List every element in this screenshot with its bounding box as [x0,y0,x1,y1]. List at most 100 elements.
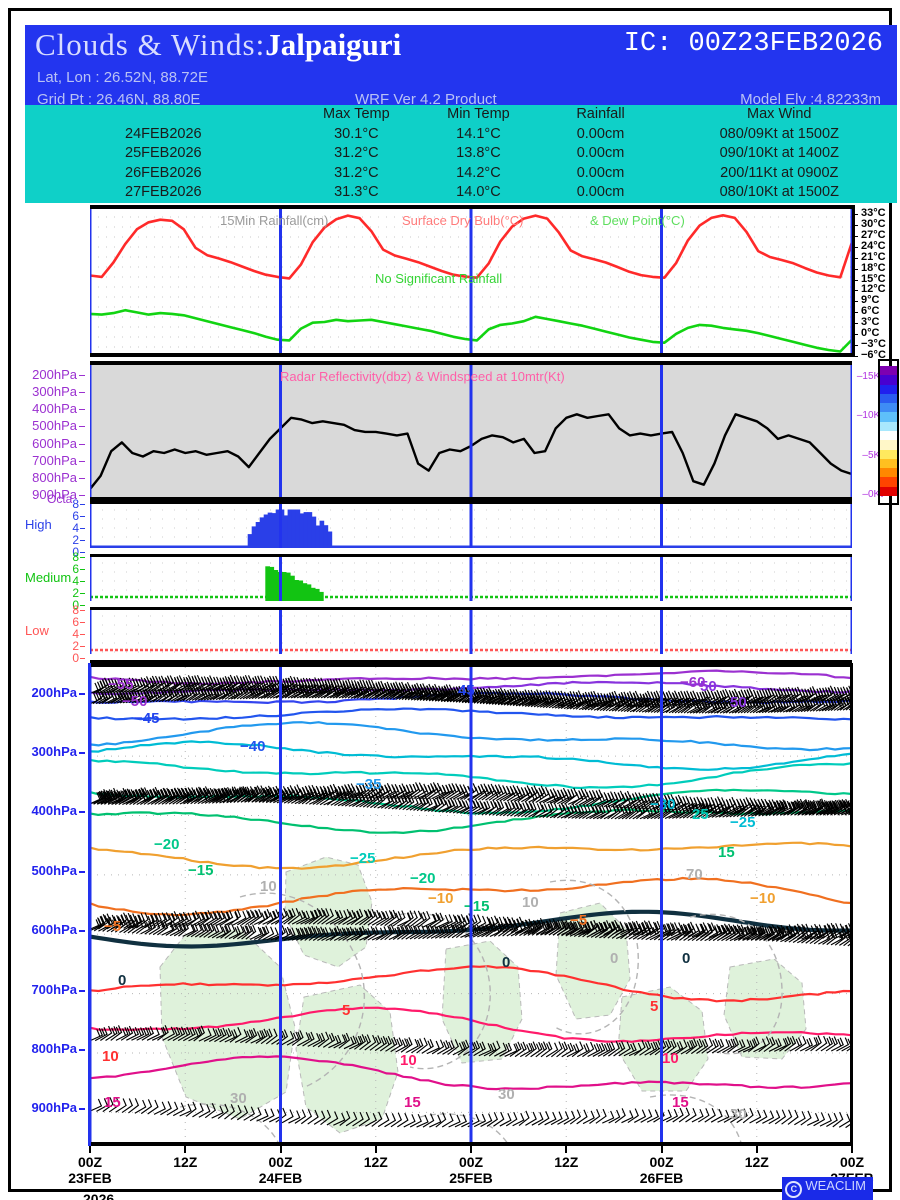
table-header-row: Max Temp Min Temp Rainfall Max Wind [25,105,897,124]
main-pressure-label: 400hPa [31,803,77,819]
wind-colorbar-tick: –5Kt [862,449,883,461]
time-axis-tick [184,1146,187,1153]
cloud-tick-label: 6 [72,509,79,523]
time-axis-hour: 00Z [77,1154,103,1170]
time-axis-tick [565,1146,568,1153]
cloud-tick-mark [80,540,85,541]
temp-scale-mark [852,279,858,281]
wind-colorbar-segment [880,393,897,404]
time-axis-hour: 12Z [363,1154,388,1170]
time-axis-date: 25FEB [449,1170,493,1186]
temp-scale-mark [852,334,858,336]
time-axis-label: 00Z 24FEB [246,1154,316,1186]
temp-scale-tick: 0°C [861,327,880,340]
time-axis-label: 12Z [531,1154,601,1170]
temp-scale-tick: 33°C [861,207,886,219]
cloud-row-name-low: Low [25,623,49,638]
time-axis-hour: 00Z [268,1154,293,1170]
table-cell-value: 30.1°C [334,125,379,142]
main-left-axis [88,663,91,1146]
cloud-tick-label: 0 [72,545,79,559]
year-label: 2026 [83,1191,115,1200]
time-axis-date: 26FEB [639,1170,684,1186]
radar-pressure-label: 700hPa [32,452,77,468]
grid-point-label: Grid Pt : 26.46N, 88.80E [37,91,201,105]
table-cell-value: 200/11Kt at 0900Z [720,164,839,181]
cloud-tick-label: 2 [72,533,79,547]
cloud-tick-label: 0 [72,651,79,665]
temp-scale-tick: 15°C [861,272,886,285]
table-cell-value: 31.3°C [334,184,379,201]
table-row: 27FEB2026 31.3°C 14.0°C 0.00cm 080/10Kt at 1… [25,183,897,203]
wind-colorbar-segment [880,486,897,496]
time-axis-label: 12Z [150,1154,220,1170]
table-cell-date: 25FEB2026 [125,145,202,162]
time-axis-tick [470,1146,472,1153]
radar-pressure-label: 800hPa [32,469,77,485]
main-pressure-label: 800hPa [31,1040,77,1056]
wind-colorbar-segment [880,412,897,422]
wrf-version-label: WRF Ver 4.2 Product [355,91,497,105]
chart-frame: Clouds & Winds:Jalpaiguri IC: 00Z23FEB20… [8,8,899,1200]
wind-colorbar-segment [880,421,897,431]
cloud-tick-label: 6 [72,615,79,629]
cloud-tick-label: 8 [72,497,79,511]
cloud-tick-mark [80,658,85,659]
table-col-header-1: Max Temp [323,106,390,122]
radar-pressure-label: 300hPa [32,384,77,400]
table-cell-value: 0.00cm [576,125,625,142]
temperature-svg [90,209,852,353]
wind-colorbar-segment [880,440,897,450]
radar-reflectivity-panel: Radar Reflectivity(dbz) & Windspeed at 1… [90,361,852,501]
temp-scale-mark [852,268,858,270]
temperature-plot [90,209,852,353]
cloud-tick-mark [80,516,85,517]
medium-cloud-panel [90,554,852,610]
radar-pressure-label: 900hPa [32,487,77,502]
main-pressure-label: 500hPa [31,862,77,878]
time-axis-date: 23FEB [68,1170,112,1186]
time-axis-tick [755,1146,758,1153]
cloud-tick-mark [80,504,85,505]
wind-colorbar-tick: –10Kt [856,410,883,422]
cloud-tick-mark [80,557,85,558]
cloud-tick-label: 2 [72,639,79,653]
main-pressure-axis: 200hPa 300hPa 400hPa 500hPa 600hPa 700hPa 800h… [11,663,87,1146]
radar-pressure-tick [79,477,85,479]
radar-pressure-label: 200hPa [32,367,77,382]
wind-colorbar-ticks: –15Kt –10Kt –5Kt –0Kt [854,361,884,501]
main-pressure-tick [79,1048,85,1051]
lat-lon-label: Lat, Lon : 26.52N, 88.72E [37,69,208,86]
cloud-row-name-medium: Medium [25,570,72,585]
high-cloud-svg [90,504,852,548]
main-pressure-tick [79,692,85,695]
temp-scale-tick: 30°C [861,217,886,230]
table-cell-value: 0.00cm [576,184,625,201]
radar-pressure-label: 400hPa [32,401,77,417]
time-axis-label: 00Z 25FEB [436,1154,506,1186]
octa-unit-label: Octa [47,492,73,506]
wind-colorbar-segment [880,449,897,459]
table-cell-value: 31.2°C [334,145,379,162]
temp-scale-tick: 9°C [861,294,880,307]
temp-scale-tick: 12°C [861,283,886,296]
title-row: Clouds & Winds:Jalpaiguri [35,27,401,63]
legend-rainfall: 15Min Rainfall(cm) [220,213,329,228]
table-cell-value: 14.1°C [456,125,501,142]
time-axis-tick [279,1146,282,1153]
table-cell-value: 14.2°C [456,164,501,181]
wind-colorbar-segment [880,458,897,469]
cloud-tick-label: 2 [72,586,79,600]
temp-scale-tick: 6°C [861,305,880,318]
radar-pressure-label: 600hPa [32,435,77,451]
time-axis-hour: 12Z [744,1154,769,1170]
upper-air-plot: −55−50−45−40−35−30−25−20−15−25−20−15−10−… [90,667,852,1142]
main-pressure-label: 300hPa [31,744,77,760]
radar-plot [90,365,852,497]
surface-temperature-panel: 15Min Rainfall(cm) Surface Dry Bulb(°C) … [90,205,852,357]
main-pressure-tick [79,930,85,933]
no-rainfall-note: No Significant Rainfall [375,271,503,286]
table-cell-date: 24FEB2026 [125,125,202,142]
